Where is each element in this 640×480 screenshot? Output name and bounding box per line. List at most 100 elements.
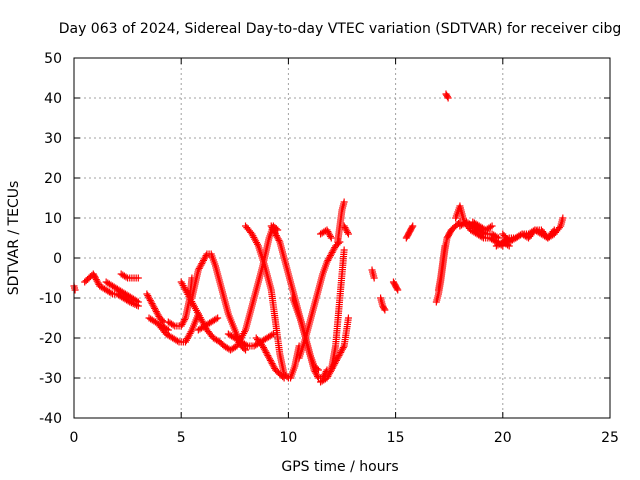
data-point-marker <box>504 241 512 249</box>
data-point-marker <box>265 353 273 361</box>
data-point-marker <box>340 222 348 230</box>
data-point-marker <box>270 227 278 235</box>
data-point-marker <box>269 361 277 369</box>
data-point-marker <box>329 363 337 371</box>
data-point-marker <box>530 228 538 236</box>
data-point-marker <box>146 296 154 304</box>
data-point-marker <box>260 344 268 352</box>
chart-title: Day 063 of 2024, Sidereal Day-to-day VTE… <box>59 21 622 37</box>
series-s32 <box>469 218 496 234</box>
data-point-marker <box>275 236 283 244</box>
data-point-marker <box>268 331 276 339</box>
data-point-marker <box>134 274 142 282</box>
data-point-marker <box>338 347 346 355</box>
data-point-marker <box>327 366 335 374</box>
data-point-marker <box>408 223 416 231</box>
data-point-marker <box>441 242 449 250</box>
series-s22 <box>340 222 352 238</box>
x-tick-label: 25 <box>601 430 619 446</box>
data-point-marker <box>134 298 142 306</box>
data-point-marker <box>71 286 79 294</box>
data-point-marker <box>264 352 272 360</box>
grid-lines <box>74 58 610 418</box>
data-point-marker <box>324 256 332 264</box>
series-s14 <box>252 334 288 382</box>
data-point-marker <box>212 315 220 323</box>
data-point-marker <box>153 309 161 317</box>
data-point-marker <box>92 276 100 284</box>
series-s8 <box>156 310 202 346</box>
data-point-marker <box>337 348 345 356</box>
data-point-marker <box>326 368 334 376</box>
data-point-marker <box>272 232 280 240</box>
data-point-marker <box>261 347 269 355</box>
series-s26 <box>402 222 417 242</box>
plot-frame <box>73 57 611 419</box>
data-point-marker <box>107 289 115 297</box>
data-point-marker <box>443 93 451 101</box>
data-point-marker <box>486 223 494 231</box>
data-point-marker <box>196 263 204 271</box>
data-point-marker <box>268 224 276 232</box>
y-tick-label: 30 <box>44 131 62 147</box>
y-axis-label: SDTVAR / TECUs <box>6 181 22 296</box>
data-point-marker <box>151 306 159 314</box>
data-point-marker <box>200 255 208 263</box>
data-point-marker <box>253 240 261 248</box>
data-point-marker <box>340 246 348 254</box>
data-point-marker <box>269 330 277 338</box>
data-point-marker <box>488 222 496 230</box>
x-tick-label: 0 <box>70 430 79 446</box>
data-point-marker <box>338 345 346 353</box>
data-point-marker <box>169 321 177 329</box>
x-axis-label: GPS time / hours <box>281 459 398 475</box>
data-point-marker <box>343 227 351 235</box>
data-point-marker <box>177 322 185 330</box>
data-point-marker <box>178 320 186 328</box>
data-point-marker <box>267 222 275 230</box>
data-point-marker <box>202 252 210 260</box>
series-s23 <box>368 266 378 282</box>
data-point-marker <box>147 298 155 306</box>
series-s3 <box>102 278 142 306</box>
data-point-marker <box>194 266 202 274</box>
x-tick-labels: 0 5 10 15 20 25 <box>70 430 619 446</box>
data-marks <box>70 90 567 386</box>
data-point-marker <box>269 225 277 233</box>
data-point-marker <box>272 230 280 238</box>
data-point-marker <box>495 234 503 242</box>
data-point-marker <box>330 361 338 369</box>
data-point-marker <box>314 372 322 380</box>
data-point-marker <box>380 305 388 313</box>
data-point-marker <box>263 350 271 358</box>
x-tick-label: 20 <box>494 430 512 446</box>
data-point-marker <box>335 352 343 360</box>
data-point-marker <box>159 317 167 325</box>
series-s28 <box>434 242 449 294</box>
x-tick-label: 5 <box>177 430 186 446</box>
data-point-marker <box>152 308 160 316</box>
data-point-marker <box>325 371 333 379</box>
data-point-marker <box>242 341 250 349</box>
series-s20 <box>327 314 352 374</box>
data-point-marker <box>181 316 189 324</box>
y-tick-label: 40 <box>44 91 62 107</box>
data-point-marker <box>260 345 268 353</box>
data-point-marker <box>94 279 102 287</box>
data-point-marker <box>273 233 281 241</box>
data-point-marker <box>267 358 275 366</box>
data-point-marker <box>341 224 349 232</box>
data-point-marker <box>370 274 378 282</box>
series-s35 <box>492 238 513 250</box>
data-point-marker <box>330 245 338 253</box>
data-point-marker <box>201 253 209 261</box>
data-point-marker <box>327 234 335 242</box>
data-point-marker <box>312 369 320 377</box>
data-point-marker <box>409 222 417 230</box>
data-point-marker <box>180 317 188 325</box>
data-point-marker <box>336 350 344 358</box>
data-point-marker <box>197 261 205 269</box>
series-s34 <box>499 226 558 246</box>
data-point-marker <box>332 356 340 364</box>
